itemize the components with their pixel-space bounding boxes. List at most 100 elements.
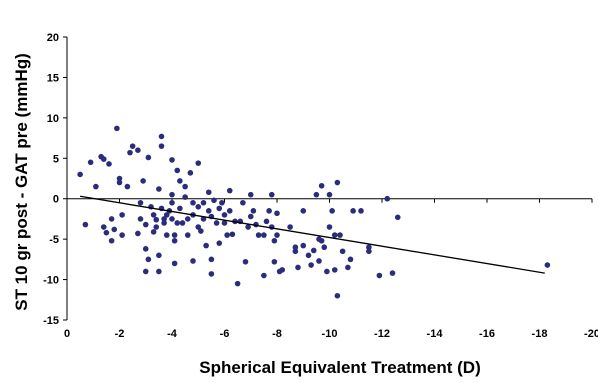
data-point [395, 215, 401, 221]
data-point [177, 178, 183, 184]
data-point [272, 259, 278, 265]
data-point [377, 273, 383, 279]
data-point [182, 184, 188, 190]
data-point [319, 183, 325, 189]
plot-area: 20 15 10 5 0 -5 -10 -15 0 -2 -4 -6 -8 -10 -12 -14 -16 -18… [43, 32, 598, 340]
data-point [138, 216, 144, 222]
data-point [151, 212, 157, 218]
data-point [146, 155, 152, 161]
x-tick-label: -2 [115, 328, 125, 340]
data-point [300, 243, 306, 249]
x-tick-label: -8 [272, 328, 282, 340]
data-point [384, 196, 390, 202]
x-tick-label: -6 [220, 328, 230, 340]
data-point [335, 180, 341, 186]
data-point [127, 150, 133, 156]
data-point [151, 229, 157, 235]
data-point [337, 232, 343, 238]
data-point [159, 134, 165, 140]
data-point [174, 168, 180, 174]
data-point [248, 214, 254, 220]
data-point [190, 200, 196, 206]
x-tick-label: -4 [167, 328, 178, 340]
data-point [390, 270, 396, 276]
data-point [358, 208, 364, 214]
x-tick-label: -10 [322, 328, 338, 340]
data-point [261, 273, 267, 279]
data-point [366, 244, 372, 250]
data-point [203, 243, 209, 249]
data-point [332, 267, 338, 273]
data-point [135, 231, 141, 237]
data-point [161, 220, 167, 226]
data-point [269, 192, 275, 198]
x-tick-label: -18 [532, 328, 548, 340]
data-point [88, 160, 94, 166]
data-point [206, 189, 212, 195]
x-tick-label: -12 [374, 328, 390, 340]
data-point [172, 238, 178, 244]
data-point [350, 208, 356, 214]
data-point [140, 178, 146, 184]
data-point [138, 200, 144, 206]
data-point [111, 227, 117, 233]
data-point [109, 216, 115, 222]
data-point [340, 248, 346, 254]
data-point [119, 212, 125, 218]
data-point [214, 220, 220, 226]
data-point [169, 192, 175, 198]
y-axis-title: ST 10 gr post - GAT pre (mmHg) [12, 53, 31, 311]
y-tick-label: -15 [43, 315, 59, 327]
y-tick-label: -5 [49, 234, 59, 246]
data-point [180, 220, 186, 226]
data-point [156, 186, 162, 192]
data-point [324, 269, 330, 275]
data-point [209, 257, 215, 263]
y-tick-label: 0 [53, 194, 59, 206]
data-point [93, 184, 99, 190]
data-point [327, 224, 333, 230]
data-point [248, 192, 254, 198]
x-tick-label: -14 [427, 328, 444, 340]
data-point [222, 212, 228, 218]
data-point [272, 238, 278, 244]
data-point [216, 240, 222, 246]
data-point [77, 172, 83, 178]
data-point [198, 228, 204, 234]
x-tick-label: -16 [479, 328, 495, 340]
data-point [143, 222, 149, 228]
x-tick-label: -20 [584, 328, 598, 340]
y-tick-label: -10 [43, 275, 59, 287]
data-point [185, 216, 191, 222]
data-point [227, 188, 233, 194]
data-point [156, 253, 162, 259]
data-point [240, 200, 246, 206]
data-point [314, 192, 320, 198]
data-point [114, 126, 120, 132]
data-point [159, 143, 165, 149]
data-point [327, 192, 333, 198]
data-point [106, 161, 112, 167]
data-point [211, 198, 217, 204]
data-point [153, 224, 159, 230]
data-point [206, 208, 212, 214]
data-point [293, 248, 299, 254]
data-point [146, 257, 152, 263]
data-point [264, 219, 270, 225]
data-point [245, 224, 251, 230]
x-tick-label: 0 [64, 328, 70, 340]
data-point [279, 267, 285, 273]
data-point [216, 206, 222, 212]
data-point [274, 232, 280, 238]
data-point [143, 269, 149, 275]
data-point [135, 147, 141, 153]
data-point [182, 194, 188, 200]
y-tick-label: 15 [47, 72, 59, 84]
data-point [117, 180, 123, 186]
data-point [332, 232, 338, 238]
data-point [130, 143, 136, 149]
data-point [119, 232, 125, 238]
data-point [153, 217, 159, 223]
data-point [329, 208, 335, 214]
